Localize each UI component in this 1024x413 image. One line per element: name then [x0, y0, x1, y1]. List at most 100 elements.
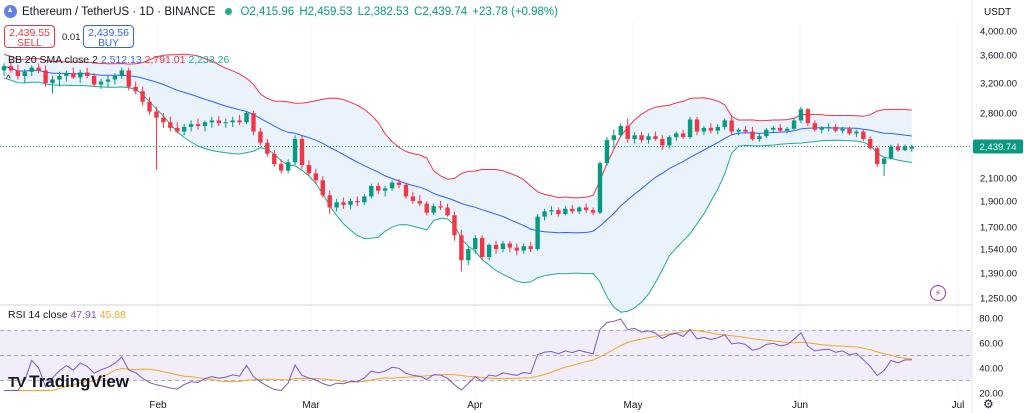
candle-body [881, 158, 887, 165]
current-price-badge [973, 139, 1023, 154]
candle-body [861, 131, 866, 139]
bollinger-band-fill [4, 54, 912, 313]
candle-body [43, 70, 48, 83]
market-status-dot-icon [225, 8, 233, 15]
tradingview-logo-mark: TV [8, 373, 26, 391]
candle-body [611, 135, 617, 140]
price-tick-label: 3,600.00 [980, 51, 1017, 62]
symbol-title[interactable]: Ethereum / TetherUS · 1D · BINANCE [22, 5, 216, 18]
candle-body [667, 137, 672, 146]
candle-body [674, 133, 679, 138]
sell-label: SELL [17, 38, 42, 49]
candle-body [209, 120, 215, 123]
symbol-header: Ethereum / TetherUS · 1D · BINANCE O2,41… [4, 5, 560, 18]
candle-body [660, 139, 665, 146]
candle-body [230, 120, 235, 123]
candle-body [258, 131, 263, 143]
rsi-legend[interactable]: RSI 14 close 47.91 45.88 [8, 309, 126, 321]
bollinger-lower-value: 2,233.26 [188, 54, 230, 66]
bollinger-legend[interactable]: BB 20 SMA close 2 2,512.13 2,791.01 2,23… [8, 54, 229, 66]
lightning-icon[interactable]: ⚡ [930, 285, 946, 301]
candle-body [874, 148, 880, 165]
candle-body [369, 186, 374, 197]
candle-body [306, 165, 312, 174]
candle-body [78, 72, 83, 78]
candle-body [438, 206, 443, 208]
candle-body [154, 111, 159, 118]
rsi-tick-label: 80.00 [979, 314, 1003, 325]
price-tick-label: 4,000.00 [980, 27, 1017, 38]
sell-button[interactable]: 2,439.55 SELL [4, 25, 55, 49]
candle-body [743, 129, 748, 132]
candle-body [279, 164, 284, 171]
candle-body [313, 173, 319, 181]
candle-body [819, 127, 824, 130]
candle-body [29, 67, 34, 72]
candle-body [646, 136, 651, 140]
candle-body [452, 215, 457, 236]
tradingview-logo-text: TradingView [29, 372, 129, 391]
candle-body [764, 129, 769, 137]
candle-body [805, 109, 811, 124]
currency-selector[interactable]: USDT [984, 7, 1012, 18]
buy-label: BUY [98, 38, 119, 49]
rsi-ma-line [4, 329, 912, 391]
price-tick-label: 2,800.00 [980, 109, 1017, 120]
candle-body [466, 249, 471, 261]
candle-body [251, 113, 256, 132]
candle-body [84, 72, 90, 76]
candle-body [639, 135, 644, 140]
candle-body [362, 196, 367, 203]
candle-body [736, 129, 741, 132]
grid [0, 0, 973, 413]
candle-body [57, 76, 62, 80]
candle-body [272, 153, 277, 165]
candle-body [223, 122, 228, 124]
sell-price: 2,439.55 [9, 27, 50, 39]
candle-body [133, 86, 138, 92]
rsi-label: RSI 14 close [8, 309, 68, 321]
candle-body [181, 126, 187, 132]
current-price-label: 2,439.74 [980, 142, 1017, 153]
candle-body [854, 131, 859, 134]
ethereum-icon [4, 5, 17, 18]
candle-body [833, 126, 838, 131]
candle-body [265, 142, 270, 154]
candle-body [126, 70, 131, 87]
candle-body [542, 211, 547, 217]
candle-body [445, 207, 450, 216]
tradingview-logo: TV TradingView [8, 372, 129, 392]
candle-body [535, 216, 540, 249]
candle-body [791, 120, 797, 129]
spread-value: 0.01 [62, 32, 81, 43]
bollinger-label: BB 20 SMA close 2 [8, 54, 98, 66]
candle-body [431, 206, 436, 213]
candle-body [410, 196, 416, 201]
candle-body [680, 133, 686, 138]
candle-body [355, 201, 360, 203]
price-tick-label: 1,390.00 [980, 269, 1017, 280]
candle-body [493, 244, 499, 249]
candle-body [771, 127, 776, 130]
bollinger-basis-value: 2,512.13 [100, 54, 142, 66]
candle-body [847, 128, 852, 134]
candle-body [556, 210, 561, 214]
collapse-legend-chevron-up-icon[interactable]: ^ [6, 74, 11, 85]
settings-gear-icon[interactable]: ⚙ [983, 397, 994, 411]
candle-body [36, 67, 41, 71]
candle-body [202, 122, 208, 126]
candle-body [715, 126, 720, 131]
candle-body [798, 109, 804, 121]
rsi-value: 47.91 [70, 309, 97, 321]
candle-body [708, 127, 714, 131]
candle-body [576, 207, 582, 212]
open-value: O2,415.96 [240, 5, 295, 18]
candle-body [625, 126, 630, 139]
candle-body [459, 235, 464, 261]
candle-body [299, 139, 305, 165]
candle-body [1, 66, 7, 71]
buy-button[interactable]: 2,439.56 BUY [83, 25, 134, 49]
rsi-tick-label: 20.00 [979, 389, 1003, 400]
candle-body [327, 195, 332, 208]
